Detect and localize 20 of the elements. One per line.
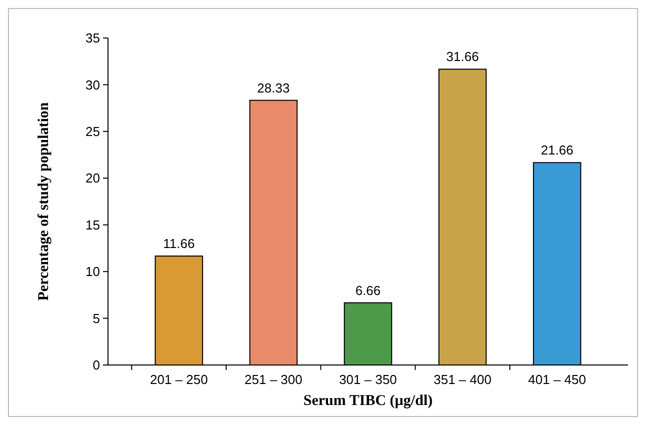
x-tick-label: 351 – 400 [434,372,492,387]
x-tick-label: 201 – 250 [150,372,208,387]
y-tick-label: 30 [86,77,100,92]
y-tick-label: 5 [92,310,100,326]
y-tick-label: 0 [92,358,100,373]
y-tick-label: 35 [86,30,100,46]
y-tick-label: 25 [86,124,100,139]
data-label: 31.66 [446,49,479,64]
data-label: 11.66 [163,236,195,252]
x-axis-title: Serum TIBC (µg/dl) [303,393,433,409]
data-label: 21.66 [540,142,574,158]
x-tick-label: 251 – 300 [244,372,302,387]
y-tick-label: 15 [86,217,100,232]
data-label: 6.66 [355,282,381,298]
x-tick-label: 301 – 350 [339,372,397,387]
y-tick-label: 20 [86,170,100,186]
data-label: 28.33 [257,80,290,96]
y-axis-title: Percentage of study population [36,102,52,301]
y-tick-label: 10 [86,264,100,280]
x-tick-label: 401 – 450 [528,372,586,387]
